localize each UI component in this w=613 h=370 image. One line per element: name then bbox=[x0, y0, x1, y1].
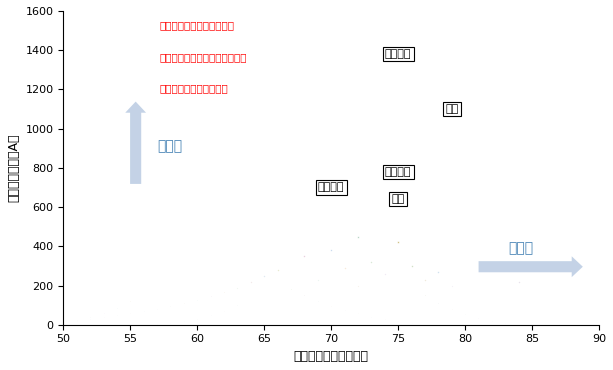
Point bbox=[447, 306, 457, 312]
Text: 個別力: 個別力 bbox=[508, 241, 533, 255]
Text: ユニチカ: ユニチカ bbox=[385, 49, 411, 59]
Point bbox=[85, 316, 95, 322]
Point bbox=[393, 196, 403, 202]
Y-axis label: 権利者スコア（A）: 権利者スコア（A） bbox=[7, 134, 20, 202]
Point bbox=[433, 269, 443, 275]
Point bbox=[286, 286, 296, 292]
Point bbox=[232, 285, 242, 290]
Point bbox=[393, 169, 403, 175]
Point bbox=[447, 283, 457, 289]
Point bbox=[99, 310, 109, 316]
Point bbox=[259, 273, 269, 279]
Point bbox=[246, 279, 256, 285]
Text: 円の大きさ：有効特許件数: 円の大きさ：有効特許件数 bbox=[160, 20, 235, 30]
Point bbox=[313, 277, 322, 283]
Point bbox=[72, 317, 82, 323]
Point bbox=[500, 320, 510, 326]
Point bbox=[219, 289, 229, 295]
Point bbox=[300, 292, 310, 298]
Point bbox=[232, 302, 242, 308]
Point bbox=[380, 316, 390, 322]
Point bbox=[420, 292, 430, 298]
Point bbox=[273, 267, 283, 273]
Point bbox=[326, 303, 336, 309]
Point bbox=[179, 318, 189, 324]
Text: 縦軸（権利者スコア）：総合力: 縦軸（権利者スコア）：総合力 bbox=[160, 52, 247, 62]
Point bbox=[206, 293, 216, 299]
Text: 横軸（最高値）：個別力: 横軸（最高値）：個別力 bbox=[160, 83, 229, 93]
Point bbox=[300, 253, 310, 259]
Point bbox=[152, 306, 162, 312]
Text: 東レ: 東レ bbox=[445, 104, 459, 114]
Point bbox=[367, 314, 376, 320]
Point bbox=[192, 316, 202, 322]
Point bbox=[85, 314, 95, 320]
Point bbox=[152, 321, 162, 327]
Text: 三井化学: 三井化学 bbox=[318, 182, 345, 192]
Point bbox=[326, 185, 336, 191]
Point bbox=[514, 279, 524, 285]
Point bbox=[340, 307, 349, 313]
Point bbox=[353, 310, 363, 316]
Point bbox=[406, 320, 416, 326]
Point bbox=[353, 283, 363, 289]
Point bbox=[420, 277, 430, 283]
Point bbox=[192, 297, 202, 303]
Point bbox=[126, 310, 135, 316]
Point bbox=[166, 320, 175, 326]
Point bbox=[367, 259, 376, 265]
Point bbox=[406, 263, 416, 269]
Point bbox=[219, 308, 229, 314]
Text: 総合力: 総合力 bbox=[157, 139, 182, 153]
Point bbox=[112, 312, 122, 318]
Point bbox=[393, 51, 403, 57]
Point bbox=[474, 315, 484, 321]
Point bbox=[380, 271, 390, 277]
Point bbox=[527, 319, 537, 325]
Point bbox=[393, 239, 403, 245]
Point bbox=[72, 318, 82, 324]
X-axis label: パテントスコア最高値: パテントスコア最高値 bbox=[294, 350, 368, 363]
Point bbox=[554, 321, 564, 327]
Point bbox=[206, 312, 216, 318]
Point bbox=[541, 320, 550, 326]
Point bbox=[179, 300, 189, 306]
Point bbox=[326, 247, 336, 253]
Point bbox=[139, 309, 148, 314]
Text: 三菱樹脂: 三菱樹脂 bbox=[385, 167, 411, 177]
Point bbox=[112, 305, 122, 311]
Point bbox=[126, 298, 135, 304]
Point bbox=[340, 265, 349, 271]
Point bbox=[393, 318, 403, 324]
Point bbox=[487, 318, 497, 324]
Point bbox=[166, 303, 175, 309]
Text: 帝人: 帝人 bbox=[392, 194, 405, 204]
Point bbox=[433, 300, 443, 306]
Point bbox=[99, 314, 109, 320]
Point bbox=[313, 298, 322, 304]
Point bbox=[447, 106, 457, 112]
Point bbox=[460, 311, 470, 317]
Point bbox=[353, 233, 363, 239]
